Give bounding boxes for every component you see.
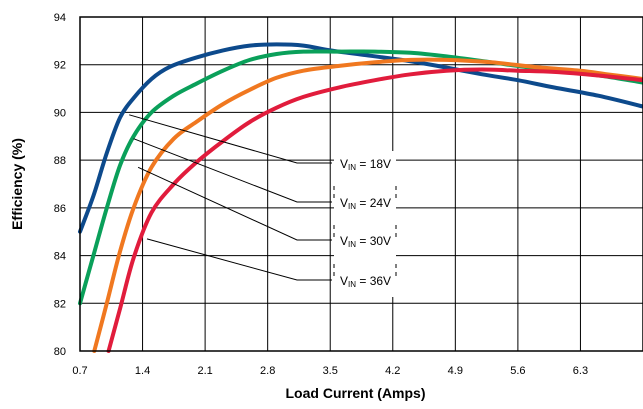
tick-labels: 0.7 1.4 2.1 2.8 3.5 4.2 4.9 5.6 6.3 80 82 84 86 88 90 9… [54, 12, 588, 377]
y-tick-label: 82 [54, 298, 66, 310]
x-axis-title: Load Current (Amps) [286, 385, 426, 401]
y-tick-label: 86 [54, 203, 66, 215]
leader-line [129, 114, 332, 164]
leader-line [133, 138, 332, 203]
y-tick-label: 88 [54, 155, 66, 167]
series-curves [78, 42, 643, 353]
series-label: VIN = 30V [340, 234, 391, 249]
leader-line [146, 238, 332, 281]
series-line [92, 57, 643, 353]
x-tick-label: 3.5 [323, 365, 338, 377]
leader-line [137, 166, 332, 241]
series-line [78, 42, 643, 234]
series-label: VIN = 36V [340, 274, 391, 289]
x-tick-label: 2.1 [197, 365, 212, 377]
y-tick-label: 90 [54, 107, 66, 119]
x-tick-label: 5.6 [510, 365, 525, 377]
y-axis-title: Efficiency (%) [9, 138, 25, 230]
x-tick-label: 1.4 [135, 365, 150, 377]
y-tick-label: 80 [54, 346, 66, 358]
x-tick-label: 0.7 [72, 365, 87, 377]
x-tick-label: 2.8 [260, 365, 275, 377]
series-callouts: VIN = 18V VIN = 24V VIN = 30V VIN = 36V [129, 114, 397, 297]
series-label: VIN = 24V [340, 196, 391, 211]
y-tick-label: 92 [54, 60, 66, 72]
x-tick-label: 4.2 [385, 365, 400, 377]
x-tick-label: 4.9 [448, 365, 463, 377]
legend-box [334, 151, 396, 297]
x-tick-label: 6.3 [573, 365, 588, 377]
series-line [106, 67, 643, 353]
series-label: VIN = 18V [340, 157, 391, 172]
plot-border [79, 16, 643, 352]
y-tick-label: 84 [54, 251, 66, 263]
y-tick-label: 94 [54, 12, 66, 24]
plot-frame [79, 16, 643, 352]
